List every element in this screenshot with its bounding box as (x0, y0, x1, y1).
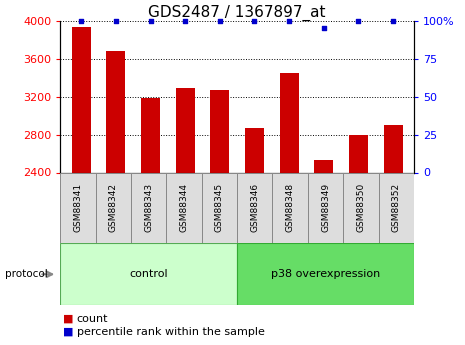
Point (389, 18, 397, 23)
Bar (349, 135, 368, 172)
Text: GSM88348: GSM88348 (286, 183, 295, 233)
Bar (245, 128, 264, 172)
Bar (237, 172, 272, 243)
Bar (60, 172, 96, 243)
Text: GSM88350: GSM88350 (356, 183, 365, 233)
Bar (131, 172, 166, 243)
Text: ■: ■ (63, 314, 73, 324)
Bar (379, 172, 414, 243)
Text: p38 overexpression: p38 overexpression (271, 269, 380, 279)
Text: count: count (77, 314, 108, 324)
Bar (308, 172, 343, 243)
Text: percentile rank within the sample: percentile rank within the sample (77, 327, 265, 337)
Text: GSM88345: GSM88345 (215, 183, 224, 233)
Text: GSM88349: GSM88349 (321, 183, 330, 233)
Text: GSM88343: GSM88343 (144, 183, 153, 233)
Text: ■: ■ (63, 327, 73, 337)
Point (251, 18, 258, 23)
Bar (343, 172, 379, 243)
Bar (210, 90, 229, 172)
Bar (237, 243, 414, 305)
Bar (384, 125, 403, 172)
Bar (60, 243, 237, 305)
Bar (72, 27, 91, 172)
Point (78, 18, 85, 23)
Text: GSM88344: GSM88344 (179, 183, 189, 233)
Bar (96, 172, 131, 243)
Point (112, 18, 120, 23)
Text: GSM88352: GSM88352 (392, 183, 401, 233)
Bar (166, 172, 202, 243)
Bar (106, 51, 126, 172)
Text: GSM88341: GSM88341 (73, 183, 83, 233)
Bar (314, 160, 333, 172)
Point (147, 18, 154, 23)
Text: GSM88346: GSM88346 (250, 183, 259, 233)
Bar (279, 73, 299, 172)
Bar (176, 88, 195, 172)
Bar (141, 98, 160, 172)
Bar (272, 172, 308, 243)
Point (320, 26, 327, 31)
Point (286, 18, 293, 23)
Text: GSM88342: GSM88342 (109, 183, 118, 233)
Title: GDS2487 / 1367897_at: GDS2487 / 1367897_at (148, 4, 326, 21)
Text: protocol: protocol (5, 269, 47, 279)
Point (181, 18, 189, 23)
Point (355, 18, 362, 23)
Text: control: control (129, 269, 168, 279)
Bar (202, 172, 237, 243)
Point (216, 18, 224, 23)
